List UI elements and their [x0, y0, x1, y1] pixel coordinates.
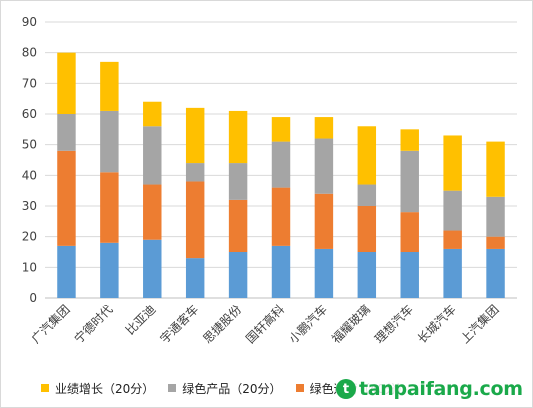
bar-segment	[228, 199, 248, 252]
x-tick-label: 小鹏汽车	[285, 302, 330, 347]
y-tick-label: 80	[22, 46, 37, 60]
bar-segment	[271, 117, 291, 142]
bar-segment	[400, 150, 419, 213]
bar-segment	[314, 117, 334, 139]
bar-segment	[357, 206, 377, 252]
bar-segment	[185, 107, 205, 164]
x-tick-label: 上汽集团	[457, 302, 502, 347]
x-tick-label: 国轩高科	[243, 302, 288, 347]
x-tick-label: 宁德时代	[71, 302, 116, 347]
bar-segment	[100, 110, 119, 173]
y-tick-label: 30	[22, 199, 37, 213]
bar-segment	[314, 248, 334, 298]
bar-segment	[185, 258, 205, 298]
bar-segment	[443, 190, 462, 231]
bar-segment	[143, 239, 162, 298]
y-tick-label: 20	[22, 230, 37, 244]
legend: 业绩增长（20分） 绿色产品（20分） 绿色运营（40分）	[41, 379, 423, 397]
x-tick-label: 宇通客车	[157, 302, 202, 347]
bar-segment	[100, 242, 119, 298]
bar-segment	[271, 187, 291, 246]
watermark-logo-icon: t	[336, 379, 356, 399]
legend-swatch-green-operation	[295, 384, 304, 392]
bar-segment	[486, 196, 505, 237]
bar-segment	[185, 163, 205, 182]
x-tick-label: 比亚迪	[123, 302, 158, 337]
bar-segment	[100, 172, 119, 243]
bar-segment	[100, 61, 119, 111]
bar-segment	[185, 181, 205, 259]
x-tick-label: 福耀玻璃	[328, 302, 373, 347]
bar-segment	[271, 141, 291, 188]
legend-item-green-product: 绿色产品（20分）	[168, 380, 282, 397]
bar-segment	[314, 193, 334, 249]
watermark-text: tanpaifang.com	[359, 378, 523, 400]
x-tick-label: 长城汽车	[414, 302, 459, 347]
bar-segment	[228, 110, 248, 164]
bar-segment	[443, 248, 462, 298]
y-tick-label: 10	[22, 260, 37, 274]
bar-segment	[357, 126, 377, 185]
bar-segment	[143, 101, 162, 127]
bar-segment	[57, 245, 76, 298]
legend-label-green-product: 绿色产品（20分）	[182, 381, 282, 396]
legend-swatch-growth	[41, 384, 49, 392]
bar-segment	[143, 184, 162, 240]
bar-segment	[57, 52, 76, 114]
y-tick-label: 70	[22, 76, 37, 90]
bar-segment	[228, 252, 248, 298]
bar-segment	[271, 245, 291, 298]
legend-item-growth: 业绩增长（20分）	[41, 380, 154, 397]
bar-segment	[57, 150, 76, 246]
y-tick-label: 60	[22, 107, 37, 121]
bar-segment	[443, 230, 462, 249]
bar-segment	[486, 141, 505, 197]
x-tick-label: 广汽集团	[28, 302, 73, 347]
x-tick-label: 理想汽车	[371, 302, 416, 347]
y-tick-label: 40	[22, 168, 37, 182]
x-tick-label: 思捷股份	[200, 302, 244, 346]
bar-segment	[486, 236, 505, 249]
bar-segment	[443, 135, 462, 191]
bar-segment	[486, 248, 505, 298]
y-tick-label: 90	[22, 15, 37, 29]
bar-segment	[400, 252, 419, 298]
bar-segment	[357, 184, 377, 206]
y-tick-label: 0	[29, 291, 37, 305]
bar-segment	[228, 163, 248, 200]
y-tick-label: 50	[22, 138, 37, 152]
bar-segment	[400, 129, 419, 151]
legend-swatch-green-product	[168, 384, 177, 392]
bar-segment	[143, 126, 162, 185]
bar-segment	[57, 114, 76, 151]
bar-segment	[314, 138, 334, 194]
bar-segment	[400, 212, 419, 252]
legend-label-growth: 业绩增长（20分）	[55, 381, 155, 396]
watermark: t tanpaifang.com	[336, 377, 527, 401]
bar-segment	[357, 252, 377, 298]
